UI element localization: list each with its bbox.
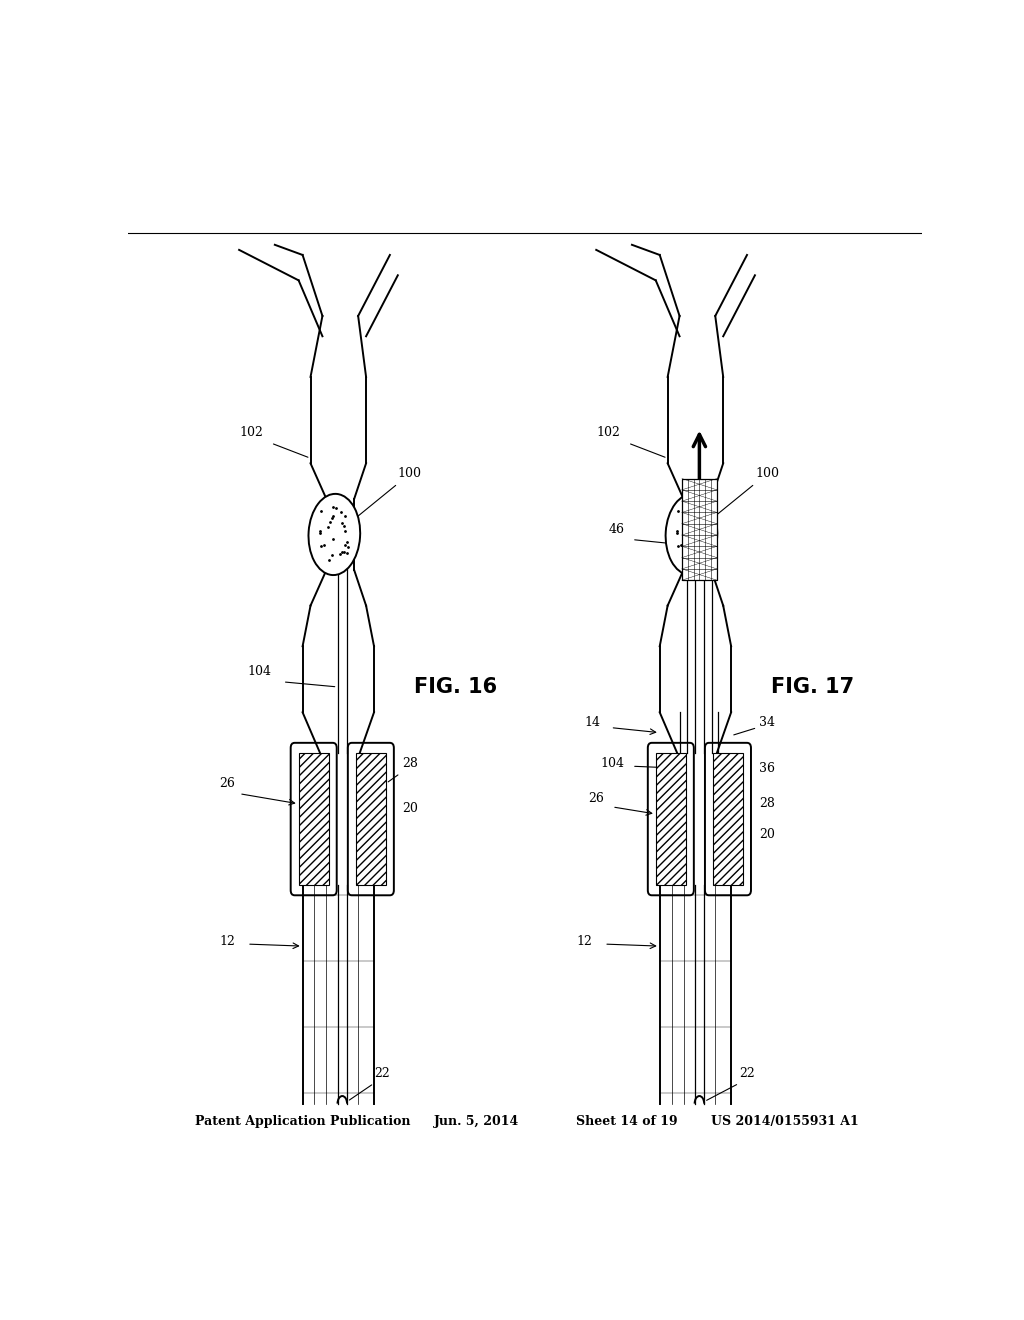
Text: 102: 102 bbox=[240, 426, 263, 440]
Text: 104: 104 bbox=[600, 756, 625, 770]
Text: 22: 22 bbox=[739, 1067, 755, 1080]
Text: 20: 20 bbox=[401, 803, 418, 816]
Bar bbox=[713, 752, 743, 886]
Bar bbox=[682, 479, 717, 581]
Bar bbox=[299, 752, 329, 886]
Text: US 2014/0155931 A1: US 2014/0155931 A1 bbox=[712, 1115, 859, 1129]
Text: 26: 26 bbox=[219, 777, 236, 789]
Text: 12: 12 bbox=[577, 935, 592, 948]
Text: 104: 104 bbox=[247, 665, 271, 678]
Text: 14: 14 bbox=[585, 715, 600, 729]
Text: 36: 36 bbox=[759, 762, 775, 775]
Text: 28: 28 bbox=[759, 797, 775, 810]
Text: 26: 26 bbox=[588, 792, 604, 805]
Bar bbox=[355, 752, 386, 886]
Text: 100: 100 bbox=[755, 467, 779, 480]
Text: 22: 22 bbox=[374, 1067, 390, 1080]
Text: 20: 20 bbox=[759, 828, 775, 841]
Bar bbox=[655, 752, 686, 886]
Ellipse shape bbox=[308, 494, 360, 576]
Text: Jun. 5, 2014: Jun. 5, 2014 bbox=[433, 1115, 519, 1129]
Text: Sheet 14 of 19: Sheet 14 of 19 bbox=[577, 1115, 678, 1129]
Text: Patent Application Publication: Patent Application Publication bbox=[196, 1115, 411, 1129]
Text: 12: 12 bbox=[219, 935, 236, 948]
Ellipse shape bbox=[666, 494, 717, 576]
Text: 102: 102 bbox=[596, 426, 621, 440]
Text: FIG. 17: FIG. 17 bbox=[771, 677, 854, 697]
Text: FIG. 16: FIG. 16 bbox=[414, 677, 497, 697]
Text: 34: 34 bbox=[759, 715, 775, 729]
Text: 46: 46 bbox=[608, 523, 624, 536]
Text: 28: 28 bbox=[401, 756, 418, 770]
Text: 100: 100 bbox=[397, 467, 422, 480]
